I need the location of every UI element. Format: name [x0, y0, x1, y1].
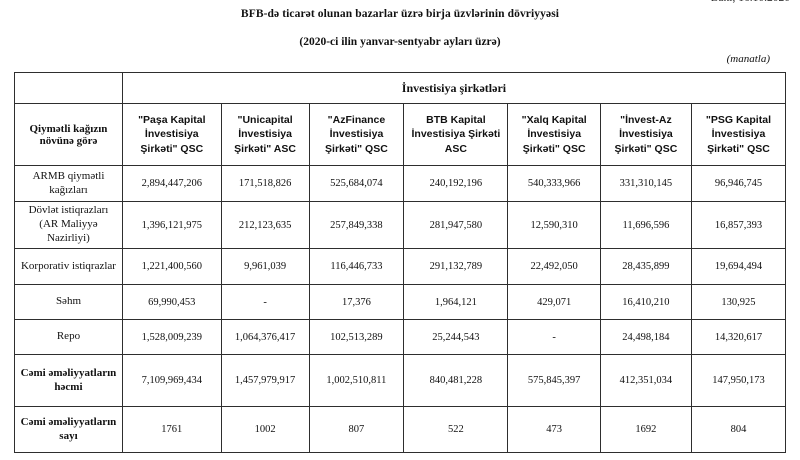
- table-row: Cəmi əməliyyatların sayı 1761 1002 807 522 47…: [14, 406, 787, 453]
- table-row: Repo 1,528,009,239 1,064,376,417 102,513,28…: [14, 319, 787, 355]
- value-cell: 22,492,050: [507, 248, 601, 285]
- value-cell: 7,109,969,434: [121, 354, 222, 407]
- page-subtitle: (2020-ci ilin yanvar-sentyabr ayları üzr…: [299, 36, 501, 48]
- value-cell: 116,446,733: [308, 248, 405, 285]
- row-label-cell: Səhm: [14, 284, 123, 320]
- table-row: Səhm 69,990,453-17,376 1,964,121 429,071 16,…: [14, 284, 787, 320]
- company-header-cell: BTB Kapital İnvestisiya Şirkəti ASC: [403, 103, 509, 166]
- row-label-cell: Repo: [14, 319, 123, 355]
- company-header-cell: "İnvest-Az İnvestisiya Şirkəti" QSC: [599, 103, 692, 166]
- value-cell: 96,946,745: [690, 165, 787, 202]
- value-cell: 412,351,034: [599, 354, 692, 407]
- value-cell: 16,857,393: [690, 201, 787, 249]
- value-cell: 1002: [220, 406, 310, 453]
- value-cell: 525,684,074: [308, 165, 405, 202]
- value-cell: 1,964,121: [403, 284, 509, 320]
- row-label-cell: Cəmi əməliyyatların sayı: [14, 406, 123, 453]
- page-title: BFB-də ticarət olunan bazarlar üzrə birj…: [240, 8, 560, 20]
- value-cell: 12,590,310: [507, 201, 601, 249]
- value-cell: 24,498,184: [599, 319, 692, 355]
- value-cell: 1,002,510,811: [308, 354, 405, 407]
- value-cell: 291,132,789: [403, 248, 509, 285]
- value-cell: 1,396,121,975: [121, 201, 222, 249]
- value-cell: 171,518,826: [220, 165, 310, 202]
- value-cell: 102,513,289: [308, 319, 405, 355]
- value-cell: 1,528,009,239: [121, 319, 222, 355]
- value-cell: 1,221,400,560: [121, 248, 222, 285]
- row-label-cell: ARMB qiymətli kağızları: [14, 165, 123, 202]
- value-cell: 575,845,397: [507, 354, 601, 407]
- value-cell: -: [220, 284, 310, 320]
- value-cell: 257,849,338: [308, 201, 405, 249]
- company-header-cell: "Paşa Kapital İnvestisiya Şirkəti" QSC: [121, 103, 222, 166]
- table-row: Korporativ istiqrazlar 1,221,400,560 9,961…: [14, 248, 787, 285]
- value-cell: 540,333,966: [507, 165, 601, 202]
- value-cell: 14,320,617: [690, 319, 787, 355]
- value-cell: 16,410,210: [599, 284, 692, 320]
- row-header-title-cell: Qiymətli kağızın növünə görə: [14, 103, 123, 166]
- table-row: Dövlət istiqrazları (AR Maliyyə Nazirliy…: [14, 201, 787, 249]
- value-cell: 429,071: [507, 284, 601, 320]
- value-cell: 1692: [599, 406, 692, 453]
- value-cell: 9,961,039: [220, 248, 310, 285]
- company-header-cell: "PSG Kapital İnvestisiya Şirkəti" QSC: [690, 103, 787, 166]
- value-cell: 25,244,543: [403, 319, 509, 355]
- value-cell: 1,064,376,417: [220, 319, 310, 355]
- value-cell: -: [507, 319, 601, 355]
- row-label-cell: Dövlət istiqrazları (AR Maliyyə Nazirliy…: [14, 201, 123, 249]
- value-cell: 281,947,580: [403, 201, 509, 249]
- corner-blank-cell: [14, 72, 123, 104]
- value-cell: 19,694,494: [690, 248, 787, 285]
- value-cell: 240,192,196: [403, 165, 509, 202]
- table-row: ARMB qiymətli kağızları 2,894,447,206 171,…: [14, 165, 787, 202]
- value-cell: 212,123,635: [220, 201, 310, 249]
- value-cell: 473: [507, 406, 601, 453]
- value-cell: 28,435,899: [599, 248, 692, 285]
- company-header-cell: "Xalq Kapital İnvestisiya Şirkəti" QSC: [507, 103, 601, 166]
- value-cell: 522: [403, 406, 509, 453]
- value-cell: 1,457,979,917: [220, 354, 310, 407]
- group-header-cell: İnvestisiya şirkətləri: [121, 72, 787, 104]
- group-header-row: İnvestisiya şirkətləri: [14, 72, 787, 104]
- main-table: İnvestisiya şirkətləri Qiymətli kağızın …: [14, 72, 787, 453]
- unit-note: (manatla): [726, 53, 770, 65]
- value-cell: 804: [690, 406, 787, 453]
- table-row: Cəmi əməliyyatların həcmi 7,109,969,434 1,…: [14, 354, 787, 407]
- column-header-row: Qiymətli kağızın növünə görə "Paşa Kapit…: [14, 103, 787, 166]
- value-cell: 130,925: [690, 284, 787, 320]
- value-cell: 2,894,447,206: [121, 165, 222, 202]
- row-label-cell: Cəmi əməliyyatların həcmi: [14, 354, 123, 407]
- company-header-cell: "Unicapital İnvestisiya Şirkəti" ASC: [220, 103, 310, 166]
- clipped-dateline: Bakı, 16.10.2020: [711, 0, 790, 4]
- value-cell: 69,990,453: [121, 284, 222, 320]
- value-cell: 1761: [121, 406, 222, 453]
- value-cell: 17,376: [308, 284, 405, 320]
- value-cell: 807: [308, 406, 405, 453]
- value-cell: 840,481,228: [403, 354, 509, 407]
- value-cell: 147,950,173: [690, 354, 787, 407]
- value-cell: 11,696,596: [599, 201, 692, 249]
- value-cell: 331,310,145: [599, 165, 692, 202]
- company-header-cell: "AzFinance İnvestisiya Şirkəti" QSC: [308, 103, 405, 166]
- row-label-cell: Korporativ istiqrazlar: [14, 248, 123, 285]
